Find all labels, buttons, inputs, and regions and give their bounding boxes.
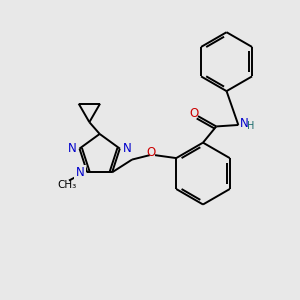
Text: CH₃: CH₃	[58, 180, 77, 190]
Text: O: O	[189, 107, 198, 120]
Text: N: N	[68, 142, 76, 154]
Text: H: H	[247, 122, 254, 131]
Text: O: O	[147, 146, 156, 159]
Text: N: N	[240, 117, 249, 130]
Text: N: N	[123, 142, 131, 154]
Text: N: N	[76, 167, 84, 179]
